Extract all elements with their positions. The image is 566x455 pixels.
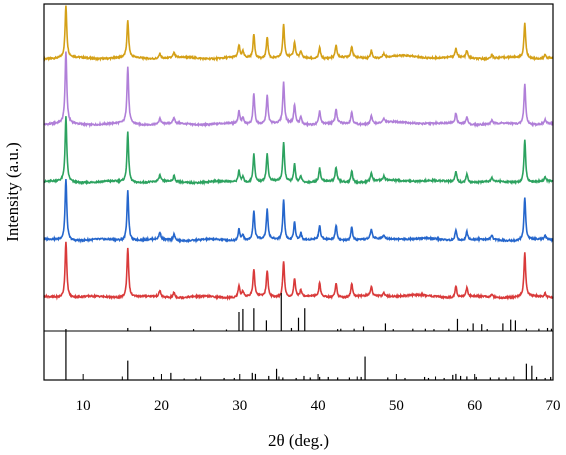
x-tick-label: 30 <box>232 398 247 414</box>
series-line-green <box>43 116 554 186</box>
series-line-gold <box>43 5 554 63</box>
series-line-purple <box>43 51 554 129</box>
x-tick-label: 50 <box>389 398 404 414</box>
x-tick-label: 70 <box>546 398 561 414</box>
x-tick-label: 10 <box>76 398 91 414</box>
series-layer <box>43 5 554 301</box>
series-line-red <box>43 241 554 301</box>
x-tick-label: 40 <box>311 398 326 414</box>
series-line-blue <box>43 179 554 244</box>
x-axis-label: 2θ (deg.) <box>268 431 329 450</box>
reference-stick-layer <box>65 293 553 380</box>
plot-frame <box>43 3 554 381</box>
x-tick-label: 60 <box>467 398 482 414</box>
x-tick-layer: 10 20 30 40 50 60 70 <box>43 374 561 414</box>
x-tick-label: 20 <box>154 398 169 414</box>
y-axis-label: Intensity (a.u.) <box>3 142 22 242</box>
